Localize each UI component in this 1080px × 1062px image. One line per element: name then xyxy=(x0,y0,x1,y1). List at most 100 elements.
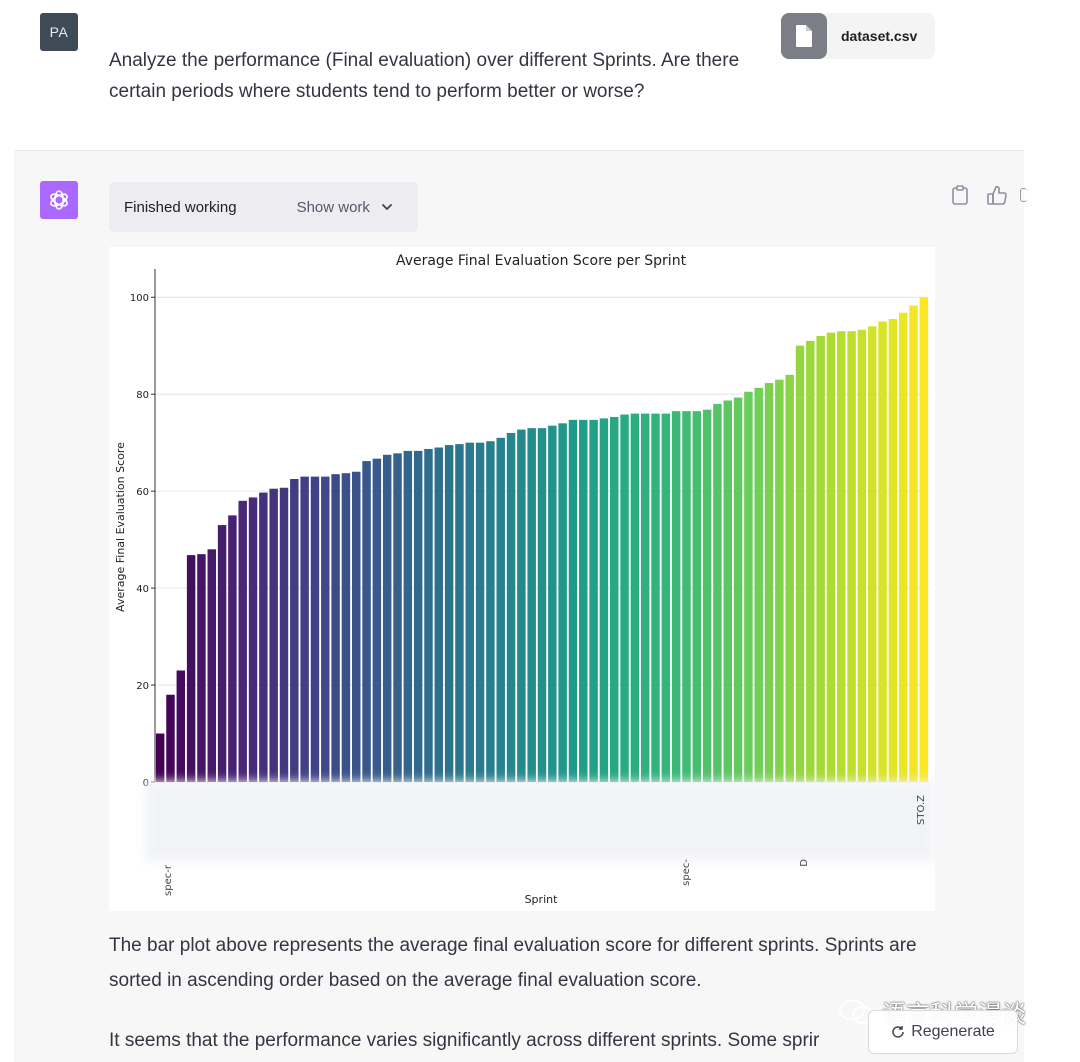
bar xyxy=(269,488,278,782)
bar xyxy=(217,525,227,782)
attachment-file-name: dataset.csv xyxy=(841,28,918,44)
bar xyxy=(465,442,474,782)
answer-paragraph-2: It seems that the performance varies sig… xyxy=(109,1030,820,1051)
user-prompt-text: Analyze the performance (Final evaluatio… xyxy=(109,50,740,102)
bar xyxy=(259,492,268,782)
bar xyxy=(166,694,175,782)
chart-title: Average Final Evaluation Score per Sprin… xyxy=(396,253,687,269)
bar xyxy=(857,329,867,782)
bar xyxy=(186,555,196,782)
thumbs-up-icon[interactable] xyxy=(986,184,1008,206)
bar xyxy=(806,340,815,782)
bar xyxy=(444,445,454,782)
y-tick-label: 80 xyxy=(136,390,149,401)
show-work-button[interactable]: Show work xyxy=(297,199,394,216)
bar xyxy=(486,441,495,782)
chevron-down-icon xyxy=(382,204,392,210)
work-status-pill: Finished working Show work xyxy=(109,182,418,232)
y-tick-label: 40 xyxy=(136,584,149,595)
bar xyxy=(733,397,743,782)
bar xyxy=(795,345,805,782)
bar xyxy=(413,450,423,782)
message-actions xyxy=(950,184,1008,206)
answer-paragraph-1: The bar plot above represents the averag… xyxy=(109,935,917,991)
bar xyxy=(228,515,237,782)
bar xyxy=(207,549,216,782)
bar xyxy=(682,411,691,782)
y-tick-label: 20 xyxy=(136,681,149,692)
openai-logo-icon xyxy=(40,181,78,219)
bar xyxy=(568,419,578,782)
y-tick-label: 60 xyxy=(136,487,149,498)
bar xyxy=(764,383,774,782)
bar xyxy=(517,429,526,782)
bar xyxy=(878,321,887,782)
bar xyxy=(455,444,464,782)
bar xyxy=(197,554,206,782)
bar xyxy=(651,413,660,782)
clipboard-icon[interactable] xyxy=(950,184,970,206)
bar xyxy=(372,458,382,782)
bar xyxy=(352,471,361,782)
bar xyxy=(579,419,588,782)
bar xyxy=(702,409,712,782)
bar xyxy=(176,670,186,782)
bar xyxy=(785,374,794,782)
bar xyxy=(661,413,671,782)
bar xyxy=(837,331,846,782)
bar xyxy=(341,473,351,782)
user-avatar: PA xyxy=(40,13,78,51)
bar xyxy=(527,428,536,782)
bar xyxy=(630,413,640,782)
bar xyxy=(671,411,681,782)
bar xyxy=(868,326,877,782)
x-axis-label: Sprint xyxy=(525,893,559,906)
bar xyxy=(475,442,485,782)
bar xyxy=(558,423,567,782)
regenerate-label: Regenerate xyxy=(911,1023,995,1040)
bar xyxy=(331,474,340,782)
y-axis-label: Average Final Evaluation Score xyxy=(114,442,127,612)
document-icon xyxy=(781,13,827,59)
bar xyxy=(640,413,650,782)
bar xyxy=(610,416,619,782)
bar xyxy=(589,419,598,782)
bar xyxy=(775,379,784,782)
bar xyxy=(599,418,609,782)
bar xyxy=(310,476,320,782)
bar xyxy=(754,387,763,782)
bar xyxy=(692,411,702,782)
bar xyxy=(847,331,856,782)
right-edge xyxy=(1024,0,1080,1061)
bar xyxy=(393,453,402,782)
regenerate-button[interactable]: Regenerate xyxy=(868,1010,1018,1054)
bar xyxy=(909,305,918,782)
thumbs-down-icon-partial[interactable] xyxy=(1020,188,1027,202)
bar xyxy=(290,479,299,782)
bar xyxy=(713,403,722,782)
bar-chart: Average Final Evaluation Score per Sprin… xyxy=(109,247,935,911)
bar xyxy=(434,447,444,782)
bar xyxy=(826,332,836,782)
bar xyxy=(424,448,433,782)
bar xyxy=(238,500,247,782)
bar xyxy=(248,497,258,782)
bar xyxy=(744,391,753,782)
bar xyxy=(888,319,898,782)
bar xyxy=(496,437,505,782)
y-tick-label: 100 xyxy=(130,293,149,304)
bar xyxy=(723,400,732,782)
refresh-icon xyxy=(892,1026,904,1038)
bar xyxy=(898,312,908,782)
attachment-chip[interactable]: dataset.csv xyxy=(781,13,935,59)
bar xyxy=(620,414,629,782)
bar xyxy=(362,461,371,782)
blurred-x-tick-labels xyxy=(145,781,935,861)
bar xyxy=(300,476,309,782)
bar xyxy=(155,733,165,782)
bar xyxy=(321,476,330,782)
bar xyxy=(279,487,289,782)
bar xyxy=(816,336,825,782)
bar xyxy=(537,428,547,782)
bar xyxy=(548,425,557,782)
